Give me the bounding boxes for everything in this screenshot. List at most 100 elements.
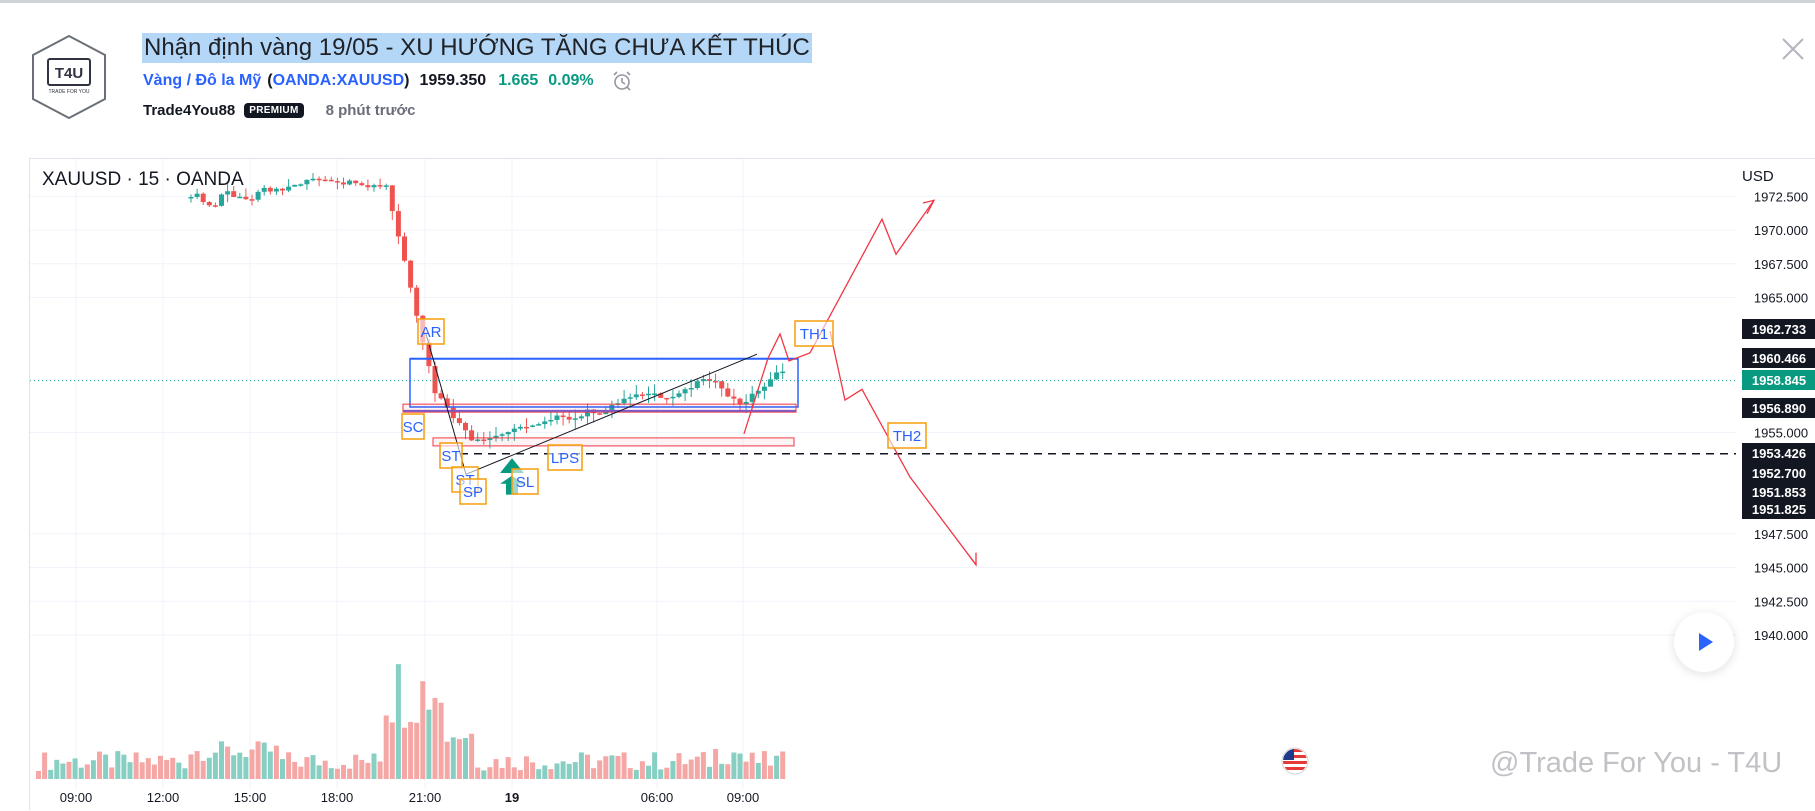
candle-body [273, 188, 279, 192]
candle-body [347, 180, 353, 185]
volume-bar [127, 762, 133, 779]
volume-bar [450, 737, 456, 779]
volume-bar [444, 741, 450, 779]
volume-bar [780, 751, 786, 779]
candle-body [560, 415, 566, 418]
volume-bar [548, 769, 554, 779]
volume-bar [676, 753, 682, 779]
volume-bar [377, 761, 383, 779]
volume-bar [517, 770, 523, 779]
time-axis-label: 15:00 [234, 790, 267, 805]
volume-bar [719, 763, 725, 779]
volume-bar [310, 755, 316, 779]
price-badge [1742, 348, 1815, 368]
candle-body [438, 393, 444, 399]
candle-body [664, 397, 670, 400]
volume-bar [145, 758, 151, 779]
candle-body [536, 424, 542, 426]
volume-bar [255, 741, 261, 779]
volume-bar [487, 767, 493, 779]
volume-bar [389, 722, 395, 779]
candle-body [713, 380, 719, 383]
price-badge [1742, 463, 1815, 483]
candle-body [304, 179, 310, 185]
chart-canvas[interactable]: ARSCSTSTSPSLLPSTH1TH21972.5001970.000196… [30, 159, 1815, 811]
price-badge-label: 1951.853 [1752, 485, 1806, 500]
resistance-zone [402, 403, 797, 413]
volume-bar [463, 737, 468, 779]
candle-body [255, 191, 261, 200]
annotation-box [547, 444, 583, 471]
currency-label[interactable]: USD [1742, 168, 1774, 185]
volume-bar [621, 752, 627, 779]
price-badge-label: 1958.845 [1752, 373, 1806, 388]
volume-bar [475, 767, 481, 779]
price-axis-label: 1965.000 [1754, 291, 1808, 306]
volume-bar [591, 768, 597, 779]
volume-bar [42, 752, 48, 779]
watermark: @Trade For You - T4U [1490, 747, 1783, 779]
candle-body [597, 413, 603, 415]
candle-body [707, 379, 712, 381]
candle-body [328, 179, 334, 182]
candle-body [267, 187, 273, 192]
candle-body [481, 439, 487, 441]
price-axis-label: 1942.500 [1754, 594, 1808, 609]
volume-bar [578, 752, 584, 779]
candle-body [524, 426, 529, 429]
chart-area[interactable]: ARSCSTSTSPSLLPSTH1TH21972.5001970.000196… [29, 158, 1815, 810]
candle-body [286, 186, 292, 191]
annotation-box [887, 422, 927, 449]
price-axis-label: 1967.500 [1754, 257, 1808, 272]
symbol-row: Vàng / Đô la Mỹ (OANDA:XAUUSD) 1959.350 … [143, 70, 634, 92]
volume-bar [84, 764, 90, 779]
candle-body [585, 409, 590, 417]
play-button[interactable] [1674, 612, 1734, 672]
symbol-ticker-link[interactable]: OANDA:XAUUSD [272, 72, 405, 89]
alarm-clock-icon[interactable] [610, 69, 634, 93]
candle-body [505, 431, 511, 435]
price-change-percent: 0.09% [548, 72, 594, 89]
volume-bar [115, 751, 121, 779]
volume-bar [652, 752, 658, 779]
volume-bar [139, 762, 145, 779]
volume-bar [164, 759, 170, 779]
volume-bar [426, 709, 432, 779]
price-axis-label: 1947.500 [1754, 527, 1808, 542]
close-icon[interactable] [1780, 36, 1806, 62]
annotation-label: LPS [551, 450, 579, 467]
candle-body [444, 398, 450, 408]
volume-bar [536, 769, 542, 779]
price-badge [1742, 499, 1815, 519]
candle-body [658, 393, 664, 398]
candle-body [414, 287, 420, 316]
candle-body [609, 404, 615, 412]
volume-bar [225, 746, 231, 779]
candle-body [188, 197, 194, 199]
volume-bar [261, 742, 267, 779]
volume-bar [639, 761, 645, 779]
candle-body [469, 430, 475, 441]
volume-bar [743, 761, 749, 779]
symbol-paren-open: ( [267, 72, 273, 89]
volume-bar [97, 751, 102, 779]
candle-body [780, 371, 786, 374]
volume-bar [249, 749, 255, 779]
author-name-link[interactable]: Trade4You88 [143, 101, 236, 119]
candle-body [280, 188, 285, 191]
play-icon [1699, 633, 1713, 651]
price-badge-label: 1962.733 [1752, 322, 1806, 337]
author-logo[interactable]: T4U TRADE FOR YOU [29, 33, 109, 121]
support-zone [432, 437, 795, 447]
candle-body [402, 236, 407, 261]
projection-down-path [829, 331, 977, 566]
volume-bar [554, 763, 560, 779]
volume-bar [188, 754, 194, 779]
volume-bar [273, 745, 279, 779]
volume-bar [54, 759, 60, 779]
candle-body [377, 185, 383, 187]
volume-bar [768, 765, 773, 779]
volume-bar [737, 753, 743, 779]
symbol-name-link[interactable]: Vàng / Đô la Mỹ [143, 72, 262, 89]
us-flag-icon[interactable] [1281, 747, 1309, 775]
